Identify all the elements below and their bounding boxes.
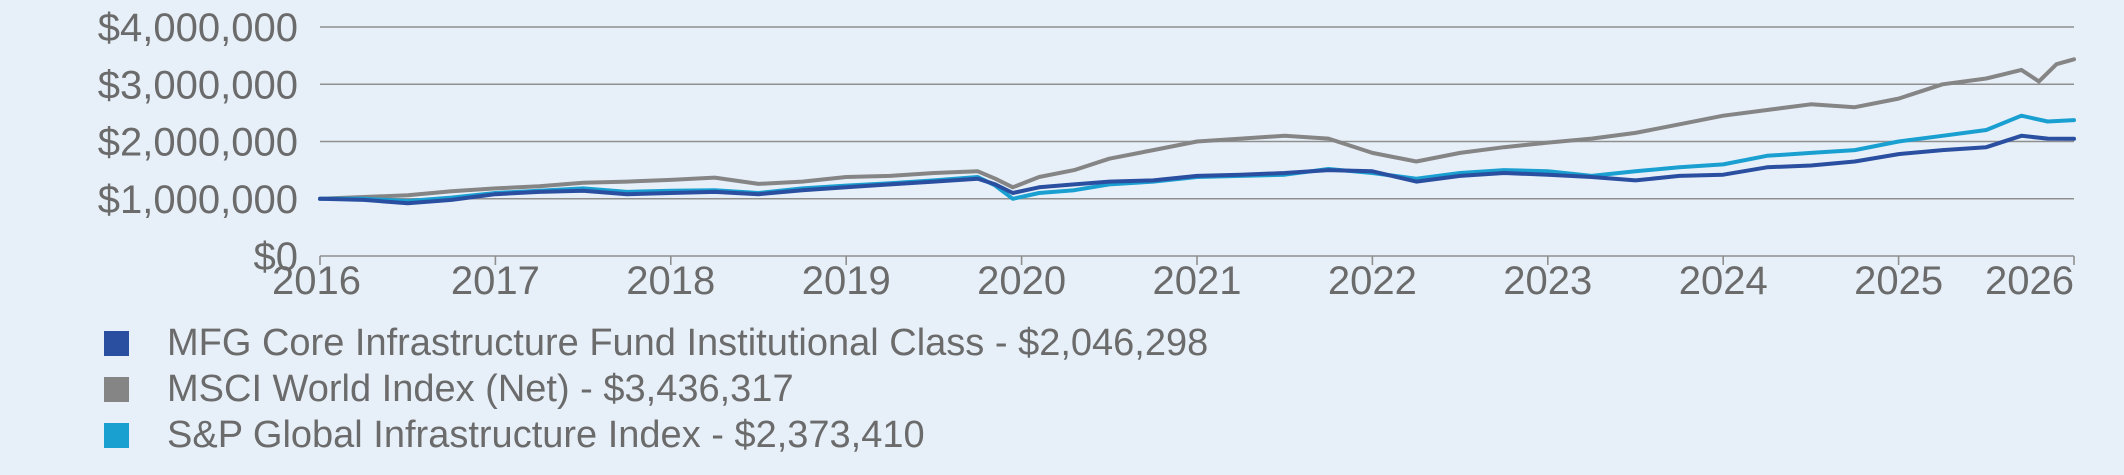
y-tick-label: $2,000,000 xyxy=(98,121,298,165)
x-tick-label: 2019 xyxy=(802,259,891,300)
x-tick-label: 2026 xyxy=(1985,259,2074,300)
legend-swatch xyxy=(104,376,129,402)
x-tick-label: 2018 xyxy=(626,259,715,300)
gridlines xyxy=(320,26,2074,200)
series-line-1 xyxy=(318,133,2076,206)
x-tick-label: 2020 xyxy=(977,259,1066,300)
legend-swatch xyxy=(104,422,129,448)
y-axis-ticks: $0 $1,000,000 $2,000,000 $3,000,000 $4,000,0… xyxy=(98,6,298,279)
x-tick-label: 2023 xyxy=(1503,259,1592,300)
series-line-3 xyxy=(318,113,2076,203)
legend-label: MFG Core Infrastructure Fund Institution… xyxy=(167,321,1209,364)
x-tick-label: 2016 xyxy=(272,259,361,300)
legend-swatch xyxy=(104,330,129,356)
y-tick-label: $4,000,000 xyxy=(98,6,298,50)
x-tick-label: 2022 xyxy=(1328,259,1417,300)
x-tick-label: 2025 xyxy=(1854,259,1943,300)
x-tick-label: 2024 xyxy=(1679,259,1768,300)
y-tick-label: $0 xyxy=(254,235,299,279)
legend-item: S&P Global Infrastructure Index - $2,373… xyxy=(104,412,1208,458)
legend-item: MFG Core Infrastructure Fund Institution… xyxy=(104,320,1208,366)
line-chart: $0 $1,000,000 $2,000,000 $3,000,000 $4,000,0… xyxy=(98,6,2076,300)
legend-label: MSCI World Index (Net) - $3,436,317 xyxy=(167,367,794,410)
y-tick-label: $1,000,000 xyxy=(98,178,298,222)
y-tick-label: $3,000,000 xyxy=(98,63,298,107)
x-tick-label: 2017 xyxy=(451,259,540,300)
series-lines xyxy=(318,57,2076,206)
legend-label: S&P Global Infrastructure Index - $2,373… xyxy=(167,413,925,456)
x-axis xyxy=(319,255,2075,265)
x-axis-ticks: 2016 2017 2018 2019 2020 2021 2022 2023 2024 2025… xyxy=(272,259,2074,300)
chart-legend: MFG Core Infrastructure Fund Institution… xyxy=(104,320,1208,458)
legend-item: MSCI World Index (Net) - $3,436,317 xyxy=(104,366,1208,412)
x-tick-label: 2021 xyxy=(1153,259,1242,300)
series-line-2 xyxy=(318,57,2076,201)
